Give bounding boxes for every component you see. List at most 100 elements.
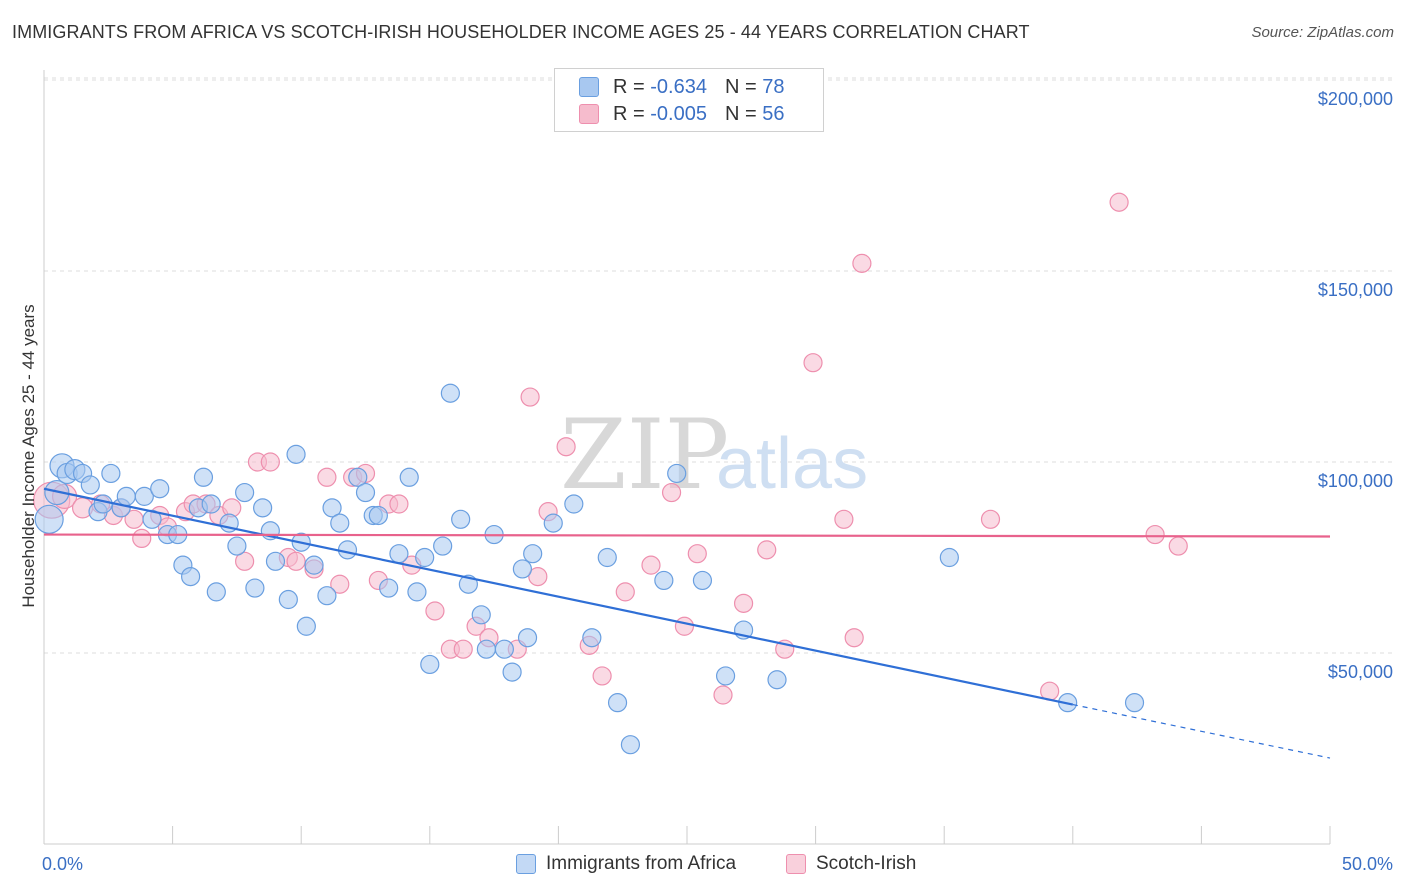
scotch-irish-point (834, 509, 854, 529)
africa-point (337, 540, 358, 560)
scotch-irish-point (844, 628, 864, 648)
scotch-irish-point (425, 601, 445, 621)
africa-point (206, 582, 226, 602)
africa-point (582, 628, 602, 648)
y-tick-label: $100,000 (1318, 471, 1393, 491)
scotch-irish-point (615, 582, 635, 602)
africa-point (379, 578, 399, 598)
legend-r-value: -0.005 (650, 102, 707, 125)
scotch-irish-point (453, 639, 473, 659)
chart-title: IMMIGRANTS FROM AFRICA VS SCOTCH-IRISH H… (12, 22, 1030, 42)
scotch-irish-point (733, 593, 754, 613)
legend-r-value: -0.634 (650, 75, 707, 98)
scotch-irish-point (803, 353, 823, 373)
scotch-irish-trend-line (43, 533, 1331, 538)
scotch-irish-point (674, 616, 695, 636)
y-tick-label: $150,000 (1318, 280, 1393, 300)
scotch-irish-point (1145, 524, 1165, 545)
africa-point (317, 586, 337, 606)
africa-point (101, 463, 121, 484)
bottom-legend-africa: Immigrants from Africa (516, 852, 736, 876)
africa-point (193, 467, 214, 487)
africa-point (667, 463, 687, 484)
africa-point (322, 498, 342, 518)
africa-point (278, 589, 298, 610)
africa-point (286, 444, 306, 464)
africa-point (304, 555, 324, 575)
legend-row-scotch-irish: R = -0.005 N = 56 (579, 101, 784, 127)
africa-point (407, 582, 427, 602)
watermark-zip: ZIP (560, 399, 729, 511)
x-tick-labels: 0.0% 50.0% (42, 854, 1393, 874)
africa-point (227, 536, 247, 556)
scotch-irish-point (389, 494, 409, 514)
africa-points (34, 383, 1145, 755)
africa-point (415, 547, 435, 568)
scotch-irish-point (235, 551, 255, 571)
africa-point (607, 693, 628, 713)
scotch-irish-point (641, 555, 661, 575)
legend-r-label: R = (613, 102, 645, 125)
y-tick-label: $200,000 (1318, 89, 1393, 109)
africa-point (471, 605, 491, 625)
africa-point (517, 628, 538, 648)
africa-point (767, 670, 787, 690)
legend-swatch-pink (579, 104, 599, 124)
y-tick-labels: $50,000 $100,000 $150,000 $200,000 (1318, 89, 1393, 682)
scotch-irish-point (852, 253, 872, 273)
y-axis-label: Householder Income Ages 25 - 44 years (19, 304, 38, 607)
bottom-swatch-blue (516, 854, 536, 874)
africa-point (512, 559, 532, 579)
africa-point (330, 513, 350, 533)
scotch-irish-point (556, 437, 576, 457)
africa-point (296, 616, 316, 636)
legend-n-value: 78 (762, 75, 785, 98)
africa-point (201, 494, 221, 514)
scotch-irish-point (520, 387, 540, 407)
scotch-irish-point (317, 467, 337, 487)
africa-point (389, 544, 409, 564)
africa-point (348, 467, 368, 487)
africa-point (715, 666, 736, 686)
africa-point (939, 547, 959, 568)
scotch-irish-point (757, 540, 777, 560)
africa-point (440, 383, 460, 403)
africa-point (433, 536, 453, 556)
africa-point (620, 735, 641, 755)
africa-point (253, 498, 273, 518)
africa-point (543, 513, 563, 533)
africa-point (476, 639, 496, 659)
scotch-irish-point (661, 482, 682, 503)
africa-trend-extension (1072, 703, 1331, 759)
africa-point (93, 494, 113, 514)
africa-point (692, 570, 713, 591)
scotch-irish-point (528, 566, 548, 587)
africa-point (355, 482, 376, 503)
africa-point (245, 578, 265, 598)
africa-point (134, 486, 154, 506)
scotch-irish-point (592, 666, 612, 686)
africa-point (235, 482, 255, 503)
scotch-irish-point (260, 452, 280, 472)
africa-point (150, 479, 170, 499)
africa-point (368, 505, 388, 526)
legend-n-label: N = (724, 102, 757, 125)
legend-r-label: R = (613, 75, 645, 98)
bottom-legend-label: Scotch-Irish (816, 853, 917, 874)
africa-point (597, 547, 617, 568)
x-tick-label: 50.0% (1342, 854, 1393, 874)
axes (43, 70, 1331, 845)
scotch-irish-point (132, 528, 152, 549)
legend-n-value: 56 (762, 102, 785, 125)
africa-point (451, 509, 471, 529)
africa-point (181, 566, 201, 587)
scotch-irish-point (1168, 536, 1188, 556)
trend-lines (43, 487, 1331, 759)
scotch-irish-point (687, 544, 707, 564)
africa-point (265, 551, 286, 571)
y-tick-label: $50,000 (1328, 662, 1393, 682)
africa-point (564, 494, 584, 514)
bottom-swatch-pink (786, 854, 806, 874)
scotch-irish-point (1109, 192, 1129, 212)
